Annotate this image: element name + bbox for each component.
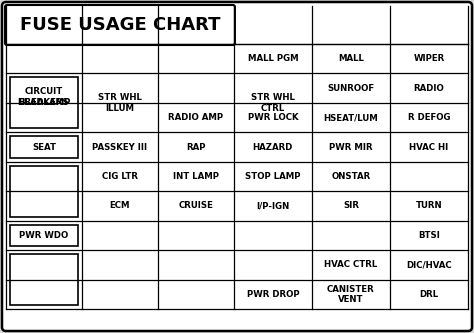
Text: INT LAMP: INT LAMP: [173, 172, 219, 181]
Text: RADIO AMP: RADIO AMP: [168, 113, 224, 122]
Text: RAP: RAP: [186, 143, 206, 152]
Text: DIC/HVAC: DIC/HVAC: [406, 260, 452, 269]
Text: SEAT: SEAT: [32, 143, 56, 152]
Text: PWR MIR: PWR MIR: [329, 143, 373, 152]
Text: HVAC CTRL: HVAC CTRL: [324, 260, 378, 269]
Text: RADIO: RADIO: [414, 84, 444, 93]
Text: STR WHL
CTRL: STR WHL CTRL: [251, 93, 295, 113]
Text: PWR DROP: PWR DROP: [246, 290, 299, 299]
FancyBboxPatch shape: [5, 5, 235, 45]
Text: WIPER: WIPER: [413, 54, 445, 63]
Text: CANISTER
VENT: CANISTER VENT: [327, 285, 375, 304]
Text: SIR: SIR: [343, 201, 359, 210]
Bar: [10, 136, 78, 158]
Text: DRL: DRL: [419, 290, 438, 299]
Bar: [10, 254, 78, 305]
Text: ECM: ECM: [109, 201, 130, 210]
Text: TURN: TURN: [416, 201, 442, 210]
Text: MALL PGM: MALL PGM: [247, 54, 298, 63]
Text: BTSI: BTSI: [418, 231, 440, 240]
FancyBboxPatch shape: [2, 2, 472, 331]
Bar: [10, 78, 78, 128]
Text: CRUISE: CRUISE: [179, 201, 213, 210]
Text: SUNROOF: SUNROOF: [328, 84, 374, 93]
Text: PASSKEY III: PASSKEY III: [92, 143, 147, 152]
Bar: [10, 166, 78, 217]
Text: PWR WDO: PWR WDO: [19, 231, 69, 240]
Text: FUSE USAGE CHART: FUSE USAGE CHART: [20, 16, 220, 34]
Text: PWR LOCK: PWR LOCK: [247, 113, 298, 122]
Text: STR WHL
ILLUM: STR WHL ILLUM: [98, 93, 142, 113]
Text: HSEAT/LUM: HSEAT/LUM: [324, 113, 378, 122]
Text: HEADLAMP: HEADLAMP: [17, 98, 71, 107]
Text: ONSTAR: ONSTAR: [331, 172, 371, 181]
Text: HAZARD: HAZARD: [253, 143, 293, 152]
Text: CIG LTR: CIG LTR: [102, 172, 138, 181]
Text: CIRCUIT
BREAKERS: CIRCUIT BREAKERS: [18, 87, 69, 107]
Bar: [10, 225, 78, 246]
Text: HVAC HI: HVAC HI: [410, 143, 448, 152]
Text: STOP LAMP: STOP LAMP: [245, 172, 301, 181]
Text: R DEFOG: R DEFOG: [408, 113, 450, 122]
Text: I/P-IGN: I/P-IGN: [256, 201, 290, 210]
Text: MALL: MALL: [338, 54, 364, 63]
